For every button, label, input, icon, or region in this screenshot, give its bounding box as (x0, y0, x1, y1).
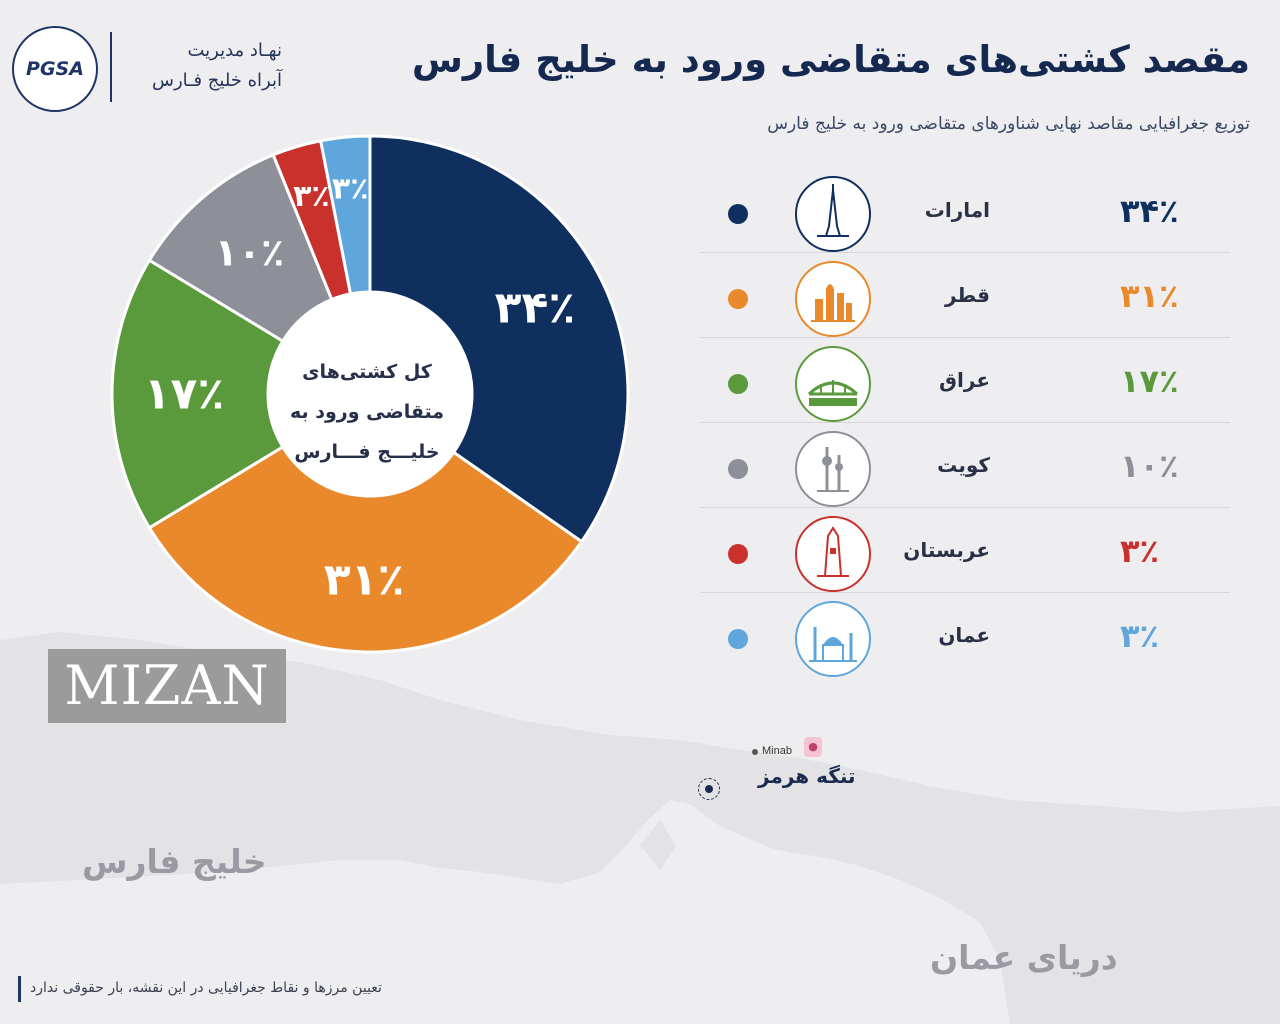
org-line-2: آبراه خلیج فـارس (152, 70, 282, 91)
logo-text: PGSA (26, 58, 84, 80)
map-disclaimer: تعیین مرزها و نقاط جغرافیایی در این نقشه… (30, 980, 382, 996)
strait-of-hormuz-label: تنگه هرمز (758, 764, 856, 788)
donut-slice-5 (318, 134, 372, 296)
legend-percent-value: ۳۱٪ (1120, 277, 1179, 315)
donut-slice-0 (368, 134, 630, 544)
chart-subtitle: توزیع جغرافیایی مقاصد نهایی شناورهای متق… (767, 114, 1250, 134)
legend-percent-value: ۱۷٪ (1120, 362, 1179, 400)
donut-hole (269, 293, 471, 495)
header-divider (110, 32, 112, 102)
legend-percent-value: ۳٪ (1120, 617, 1160, 655)
legend-percent-value: ۳۴٪ (1120, 192, 1179, 230)
legend-country-label: امارات (924, 198, 990, 222)
legend-country-label: عربستان (903, 538, 990, 562)
legend-color-dot (728, 544, 748, 564)
legend-percent-value: ۳٪ (1120, 532, 1160, 570)
pgsa-logo: PGSA (12, 26, 98, 112)
bridge-icon (795, 346, 871, 422)
legend-color-dot (728, 459, 748, 479)
burj-khalifa-icon (795, 176, 871, 252)
legend-percent-value: ۱۰٪ (1120, 447, 1179, 485)
legend-country-label: قطر (944, 283, 990, 307)
legend-item: کویت ۱۰٪ (700, 423, 1230, 508)
mizan-watermark: MIZAN (48, 649, 286, 723)
legend-item: عراق ۱۷٪ (700, 338, 1230, 423)
mosque-icon (795, 601, 871, 677)
chart-title: مقصد کشتی‌های متقاضی ورود به خلیج فارس (411, 38, 1250, 81)
doha-skyline-icon (795, 261, 871, 337)
legend-country-label: عراق (939, 368, 990, 392)
legend-item: عربستان ۳٪ (700, 508, 1230, 593)
legend-color-dot (728, 289, 748, 309)
legend-color-dot (728, 374, 748, 394)
oman-sea-label: دریای عمان (930, 938, 1118, 977)
legend-country-label: عمان (938, 623, 990, 647)
donut-chart: ۳۴٪۳۱٪۱۷٪۱۰٪۳٪ ۳٪ (110, 134, 630, 654)
donut-slice-1 (147, 444, 584, 654)
persian-gulf-label: خلیج فارس (82, 842, 267, 881)
slice-value-label: ۳٪ (293, 179, 330, 214)
chart-legend: امارات ۳۴٪ قطر ۳۱٪ عراق ۱۷٪ کویت ۱۰٪ عربستان ۳٪ عم… (700, 168, 1230, 677)
org-line-1: نهـاد مدیریت (187, 40, 282, 61)
donut-slice-3 (147, 152, 334, 344)
hormuz-target-icon (698, 778, 720, 800)
legend-color-dot (728, 629, 748, 649)
location-pin-icon: ● (804, 737, 822, 757)
legend-country-label: کویت (937, 453, 990, 477)
kingdom-tower-icon (795, 516, 871, 592)
slice-value-label: ۳۴٪ (495, 282, 576, 333)
slice-value-label: ۱۰٪ (215, 230, 285, 274)
minab-label: Minab (762, 745, 792, 757)
kuwait-towers-icon (795, 431, 871, 507)
slice-value-label: ۳٪ (332, 171, 369, 206)
land-mass (0, 632, 1280, 1024)
legend-item: امارات ۳۴٪ (700, 168, 1230, 253)
legend-item: عمان ۳٪ (700, 593, 1230, 677)
hormuz-target-core (705, 785, 713, 793)
minab-marker (752, 749, 758, 755)
slice-value-label: ۱۷٪ (144, 369, 225, 420)
donut-center-label: کل کشتی‌های متقاضی ورود به خلیـــج فـــا… (289, 361, 445, 463)
legend-item: قطر ۳۱٪ (700, 253, 1230, 338)
donut-slice-2 (110, 258, 285, 530)
slice-value-label: ۳۱٪ (324, 554, 405, 605)
organization-name: نهـاد مدیریت آبراه خلیج فـارس (122, 36, 282, 96)
legend-color-dot (728, 204, 748, 224)
disclaimer-bar (18, 976, 21, 1002)
